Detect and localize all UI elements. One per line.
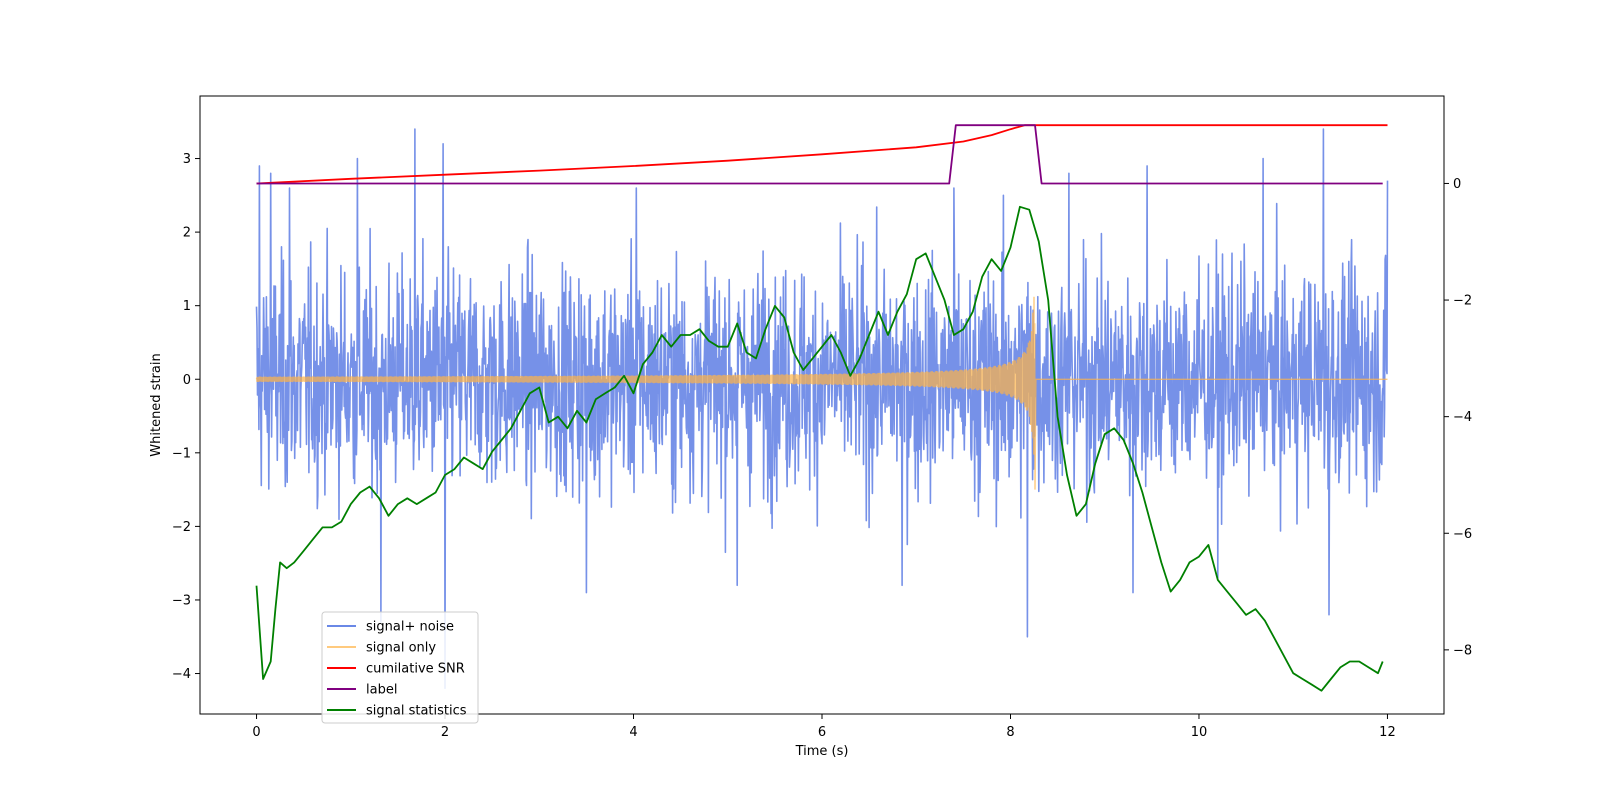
y-tick-label: −2 (172, 520, 191, 535)
legend-box (321, 611, 479, 724)
legend: signal+ noise signal only cumilative SNR la… (321, 611, 479, 724)
series-label (256, 124, 1383, 185)
y2-tick-label: −6 (1453, 527, 1472, 542)
x-tick-label: 8 (1006, 725, 1014, 740)
y2-tick-label: −2 (1453, 294, 1472, 309)
series-signal-statistics (255, 205, 1384, 692)
y2-tick-label: 0 (1453, 177, 1461, 192)
x-tick-label: 2 (441, 725, 449, 740)
x-tick-label: 6 (818, 725, 826, 740)
y2-tick-label: −8 (1453, 643, 1472, 658)
x-tick-label: 0 (252, 725, 260, 740)
legend-label-signal-noise: signal+ noise (366, 620, 454, 635)
y-tick-label: −1 (172, 446, 191, 461)
y-tick-label: 1 (183, 299, 191, 314)
legend-label-cumilative-snr: cumilative SNR (366, 662, 465, 677)
y-axis-left: −4 −3 −2 −1 0 1 2 3 (172, 152, 200, 682)
y2-tick-label: −4 (1453, 410, 1472, 425)
y-tick-label: 2 (183, 226, 191, 241)
legend-label-signal-only: signal only (366, 641, 436, 656)
y-tick-label: −4 (172, 667, 191, 682)
series-signal-only (255, 296, 1388, 490)
x-axis-label: Time (s) (795, 744, 849, 759)
x-tick-label: 12 (1379, 725, 1396, 740)
x-tick-label: 4 (629, 725, 637, 740)
x-tick-label: 10 (1191, 725, 1208, 740)
y-axis-right: −8 −6 −4 −2 0 (1444, 177, 1472, 658)
legend-label-signal-statistics: signal statistics (366, 704, 467, 719)
y-tick-label: −3 (172, 593, 191, 608)
y-tick-label: 0 (183, 373, 191, 388)
legend-label-label: label (366, 683, 397, 698)
y-axis-label: Whitened strain (149, 353, 164, 456)
y-tick-label: 3 (183, 152, 191, 167)
